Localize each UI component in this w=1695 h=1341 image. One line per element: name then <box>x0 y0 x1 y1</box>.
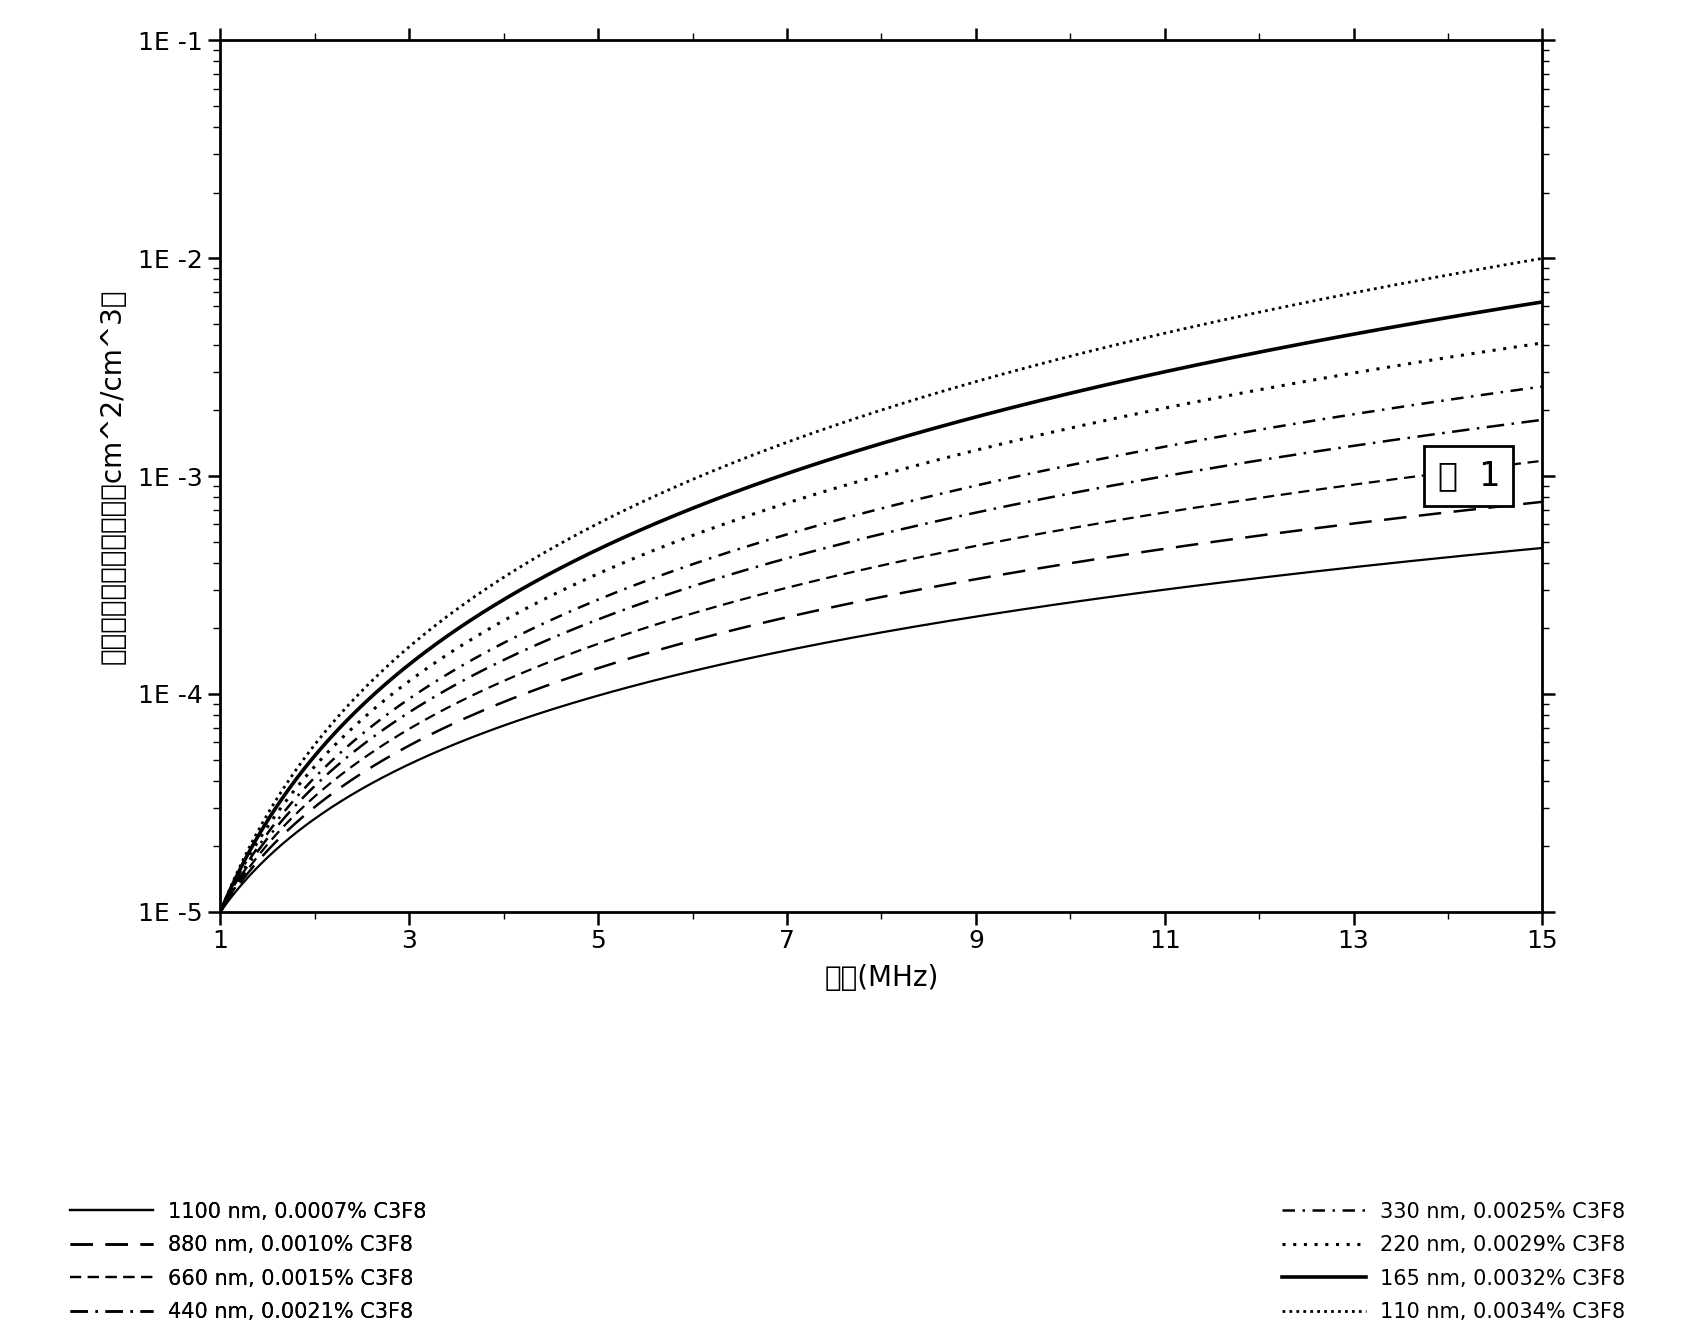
Y-axis label: 每单位体积总散射截面（cm^2/cm^3）: 每单位体积总散射截面（cm^2/cm^3） <box>98 288 127 664</box>
Legend: 330 nm, 0.0025% C3F8, 220 nm, 0.0029% C3F8, 165 nm, 0.0032% C3F8, 110 nm, 0.0034: 330 nm, 0.0025% C3F8, 220 nm, 0.0029% C3… <box>1275 1193 1634 1330</box>
X-axis label: 频率(MHz): 频率(MHz) <box>824 964 939 992</box>
Text: 图  1: 图 1 <box>1437 460 1500 492</box>
Legend: 1100 nm, 0.0007% C3F8, 880 nm, 0.0010% C3F8, 660 nm, 0.0015% C3F8, 440 nm, 0.002: 1100 nm, 0.0007% C3F8, 880 nm, 0.0010% C… <box>61 1193 434 1330</box>
